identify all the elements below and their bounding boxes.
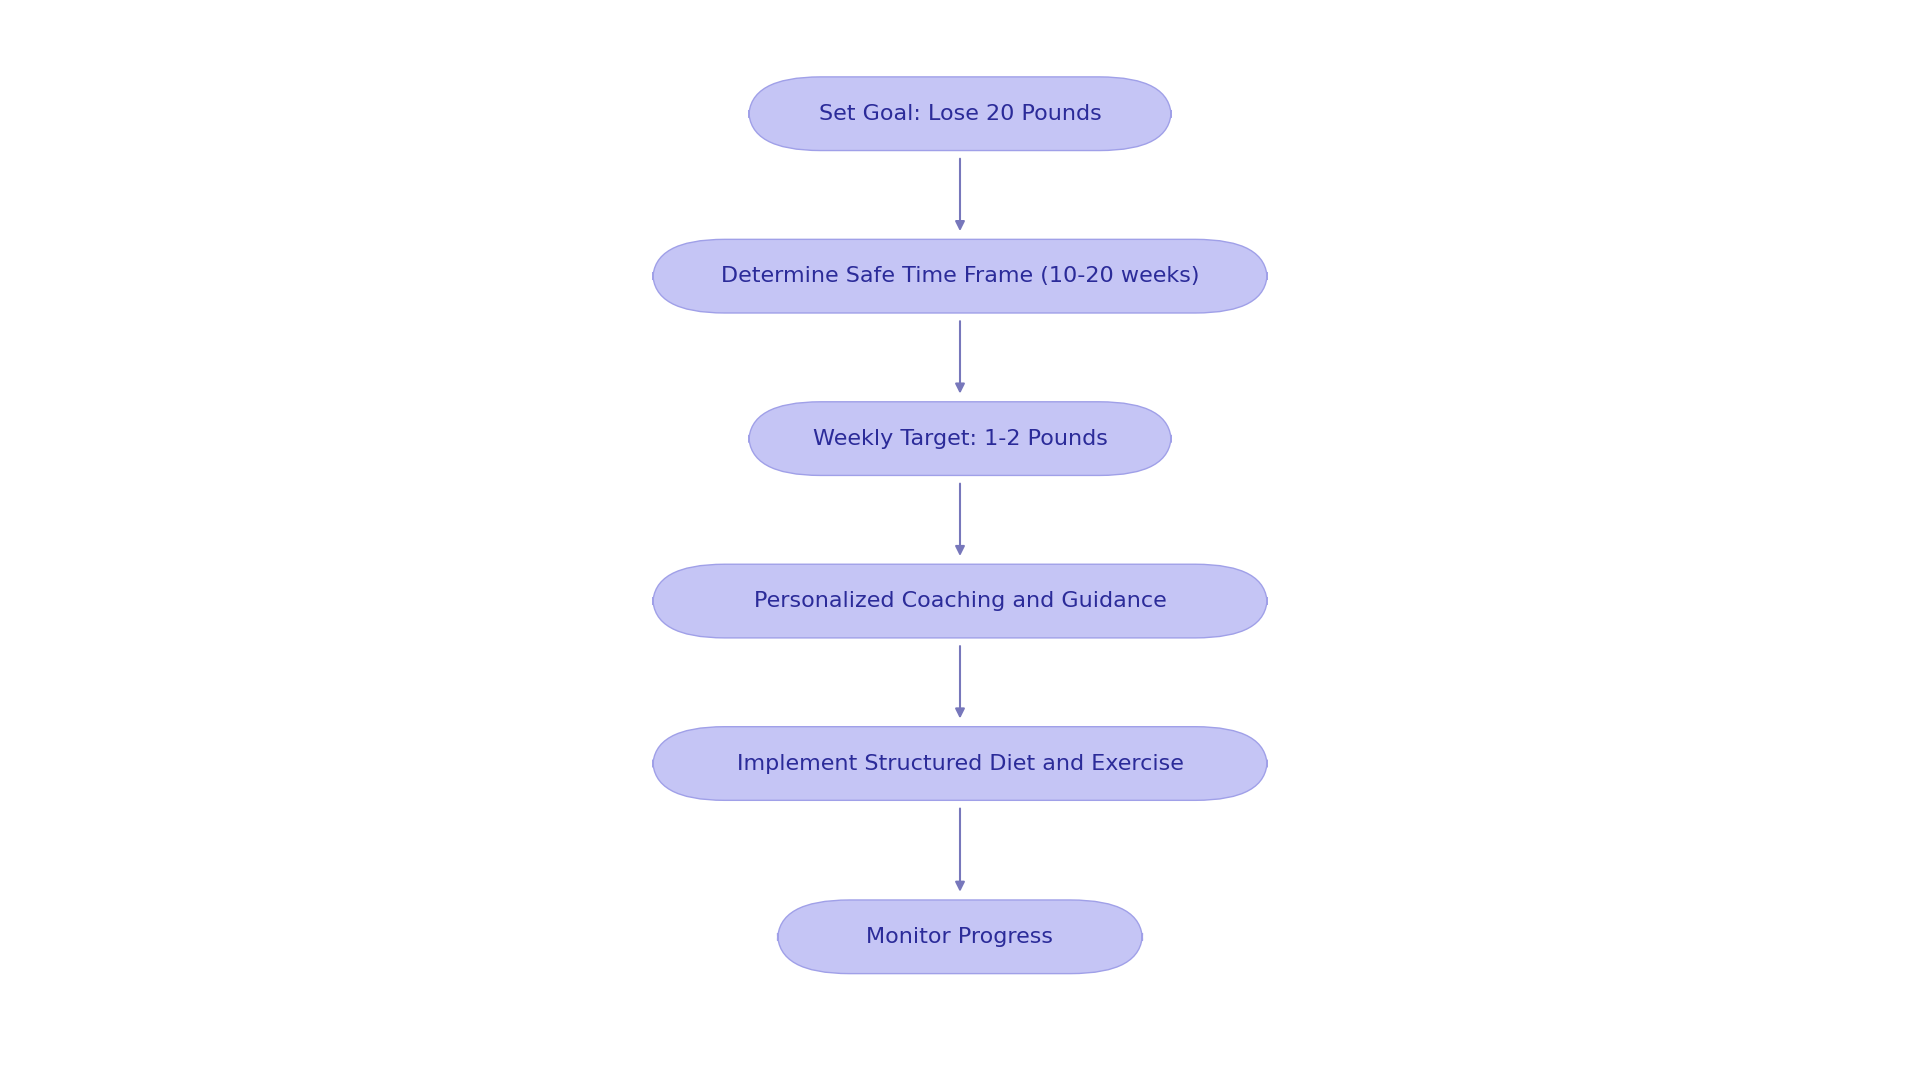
FancyBboxPatch shape bbox=[749, 77, 1171, 151]
FancyBboxPatch shape bbox=[653, 239, 1267, 313]
FancyBboxPatch shape bbox=[749, 402, 1171, 475]
FancyBboxPatch shape bbox=[778, 900, 1142, 974]
Text: Determine Safe Time Frame (10-20 weeks): Determine Safe Time Frame (10-20 weeks) bbox=[720, 266, 1200, 286]
FancyBboxPatch shape bbox=[653, 727, 1267, 800]
Text: Weekly Target: 1-2 Pounds: Weekly Target: 1-2 Pounds bbox=[812, 429, 1108, 448]
Text: Implement Structured Diet and Exercise: Implement Structured Diet and Exercise bbox=[737, 754, 1183, 773]
Text: Personalized Coaching and Guidance: Personalized Coaching and Guidance bbox=[755, 591, 1165, 611]
Text: Set Goal: Lose 20 Pounds: Set Goal: Lose 20 Pounds bbox=[818, 104, 1102, 123]
Text: Monitor Progress: Monitor Progress bbox=[866, 927, 1054, 947]
FancyBboxPatch shape bbox=[653, 564, 1267, 638]
